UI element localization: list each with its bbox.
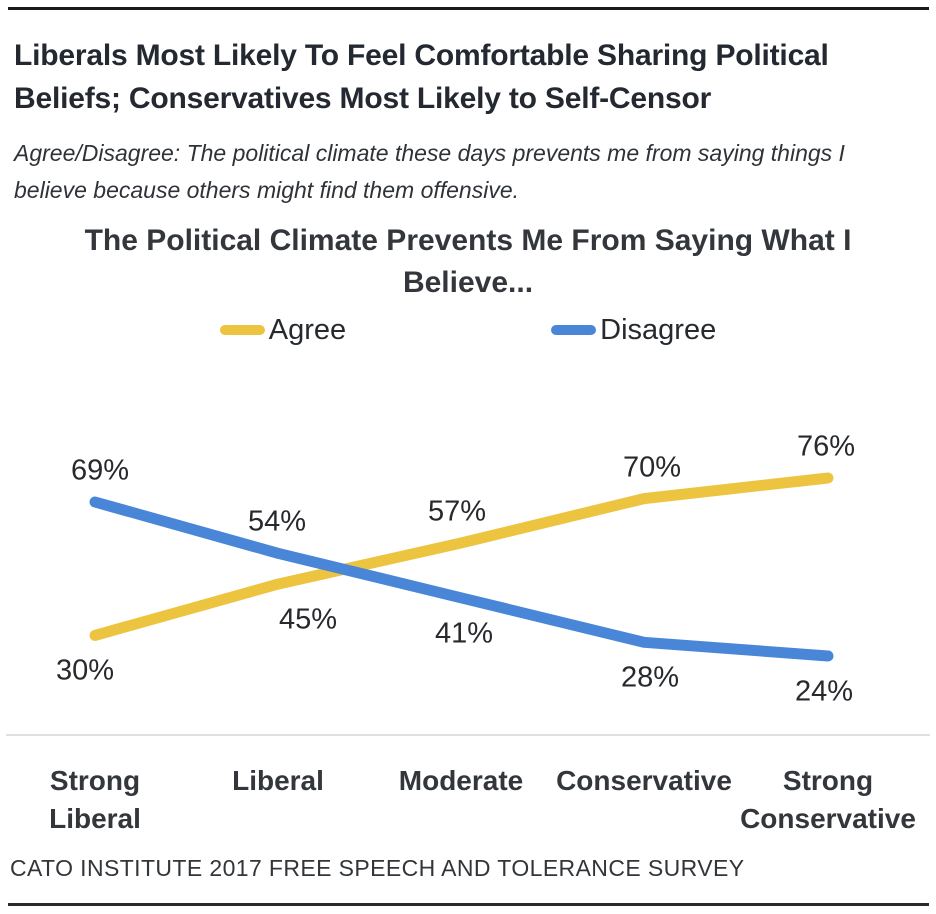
disagree-value-label: 69%: [70, 454, 130, 487]
agree-value-label: 30%: [55, 654, 115, 687]
agree-value-label: 70%: [622, 451, 682, 484]
bottom-rule: [8, 903, 929, 906]
legend-label-disagree: Disagree: [600, 313, 717, 346]
page-title: Liberals Most Likely To Feel Comfortable…: [14, 39, 829, 116]
agree-value-label: 76%: [796, 430, 856, 463]
top-rule: [8, 7, 929, 10]
legend: Agree Disagree: [0, 310, 936, 350]
x-axis-label: Strong Conservative: [740, 765, 916, 834]
agree-value-label: 57%: [427, 495, 487, 528]
legend-item-disagree: Disagree: [551, 314, 716, 347]
disagree-line-swatch-icon: [551, 325, 597, 335]
disagree-value-label: 41%: [434, 617, 494, 650]
legend-label-agree: Agree: [268, 313, 347, 346]
x-axis-label: Strong Liberal: [49, 765, 141, 834]
chart-title: The Political Climate Prevents Me From S…: [84, 224, 852, 299]
disagree-value-label: 54%: [247, 505, 307, 538]
disagree-line: [89, 496, 834, 662]
disagree-value-label: 24%: [794, 675, 854, 708]
disagree-value-label: 28%: [620, 661, 680, 694]
legend-item-agree: Agree: [219, 313, 347, 347]
agree-value-label: 45%: [278, 603, 338, 636]
agree-line-swatch-icon: [219, 325, 265, 335]
x-axis-label: Conservative: [556, 765, 732, 796]
x-axis-line: [6, 734, 930, 736]
survey-question-subtitle: Agree/Disagree: The political climate th…: [14, 140, 845, 203]
x-axis-label: Liberal: [232, 765, 324, 796]
source-note: CATO INSTITUTE 2017 FREE SPEECH AND TOLE…: [10, 855, 745, 881]
x-axis-label: Moderate: [398, 765, 524, 796]
agree-line: [89, 472, 834, 641]
